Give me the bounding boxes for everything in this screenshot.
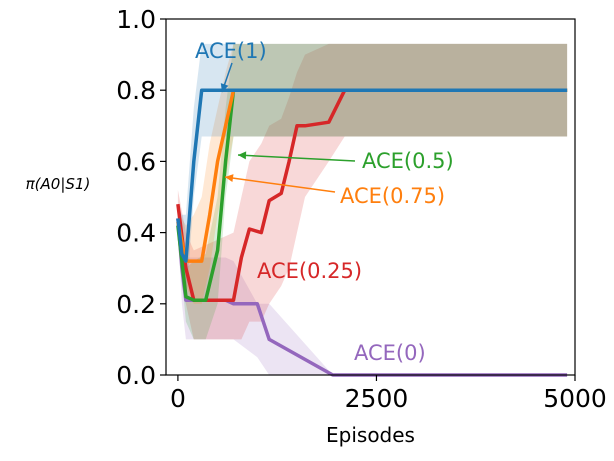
ace-0-75--arrow	[224, 176, 336, 193]
y-tick-label: 0.2	[116, 290, 156, 319]
y-axis-ticks: 0.0 0.2 0.4 0.6 0.8 1.0	[116, 5, 166, 390]
y-tick-label: 0.4	[116, 219, 156, 248]
ace-1--arrowhead	[220, 83, 229, 92]
ace-0-25--band	[177, 43, 568, 340]
y-tick-label: 0.8	[116, 76, 156, 105]
y-tick-label: 1.0	[116, 5, 156, 34]
x-tick-label: 0	[170, 384, 186, 413]
x-axis-label: Episodes	[326, 423, 415, 447]
x-tick-label: 5000	[543, 384, 607, 413]
ace-0-5--annotation: ACE(0.5)	[362, 149, 454, 173]
y-axis-label: π(A0|S1)	[26, 175, 91, 193]
ace-1--band	[177, 43, 568, 304]
ace-1--annotation: ACE(1)	[195, 39, 267, 63]
series-lines	[176, 88, 568, 377]
y-tick-label: 0.6	[116, 147, 156, 176]
ace-0-25--annotation: ACE(0.25)	[257, 259, 362, 283]
series-annotations: ACE(1) ACE(0.5) ACE(0.75) ACE(0.25) ACE(0)	[195, 39, 454, 365]
annotation-arrows	[220, 62, 356, 193]
x-tick-label: 2500	[345, 384, 409, 413]
ace-0-75--band	[177, 43, 568, 304]
ace-0-75--line	[176, 88, 568, 263]
ace-1--line	[176, 88, 568, 263]
plot-frame	[165, 18, 576, 376]
ace-0--band	[177, 207, 568, 375]
ace-0-75--annotation: ACE(0.75)	[340, 184, 445, 208]
ace-0-5--arrowhead	[238, 151, 247, 160]
x-axis-ticks: 0 2500 5000	[170, 375, 607, 413]
ace-0-75--arrowhead	[225, 174, 234, 182]
ace-0--annotation: ACE(0)	[354, 341, 426, 365]
ace-0-5--arrow	[237, 154, 356, 162]
y-tick-label: 0.0	[116, 361, 156, 390]
confidence-bands	[177, 43, 568, 375]
ace-0-5--band	[177, 43, 568, 340]
